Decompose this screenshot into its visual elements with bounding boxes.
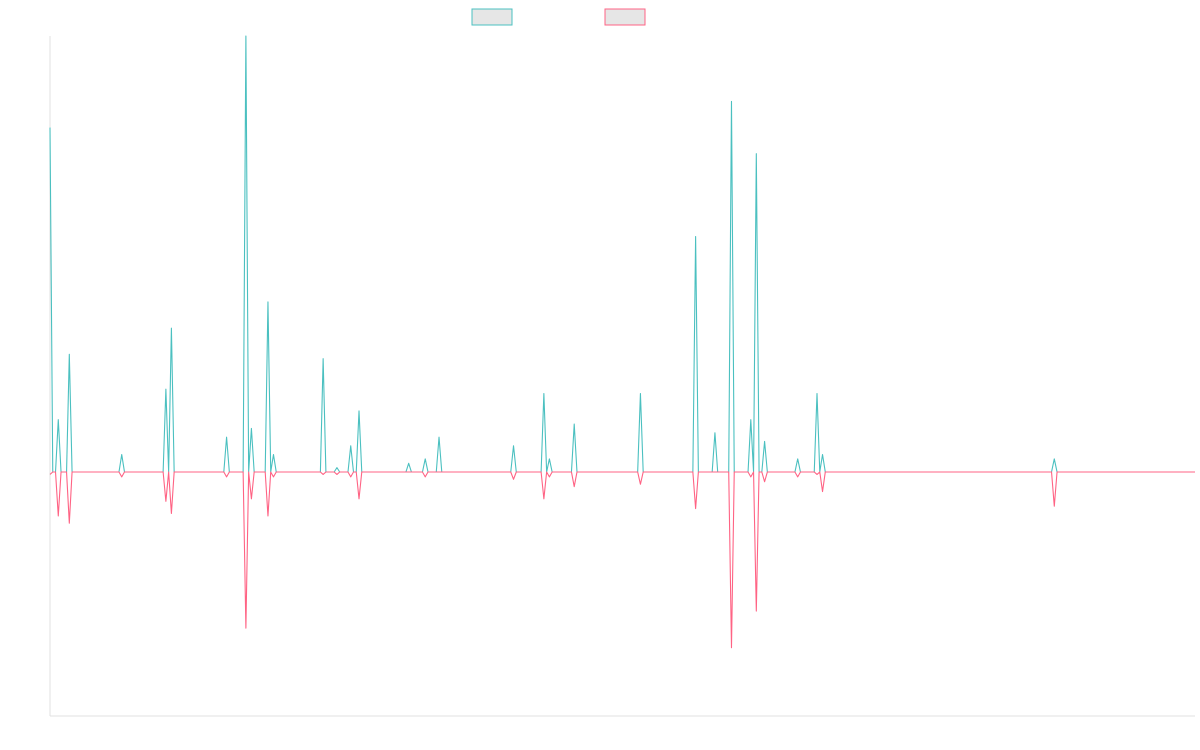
legend-swatch-series-1[interactable] — [604, 8, 646, 26]
series-layer — [49, 35, 1195, 649]
series-line-1 — [49, 471, 1195, 649]
series-line-0 — [49, 35, 1195, 473]
legend-swatch-series-0[interactable] — [471, 8, 513, 26]
legend — [471, 8, 646, 26]
